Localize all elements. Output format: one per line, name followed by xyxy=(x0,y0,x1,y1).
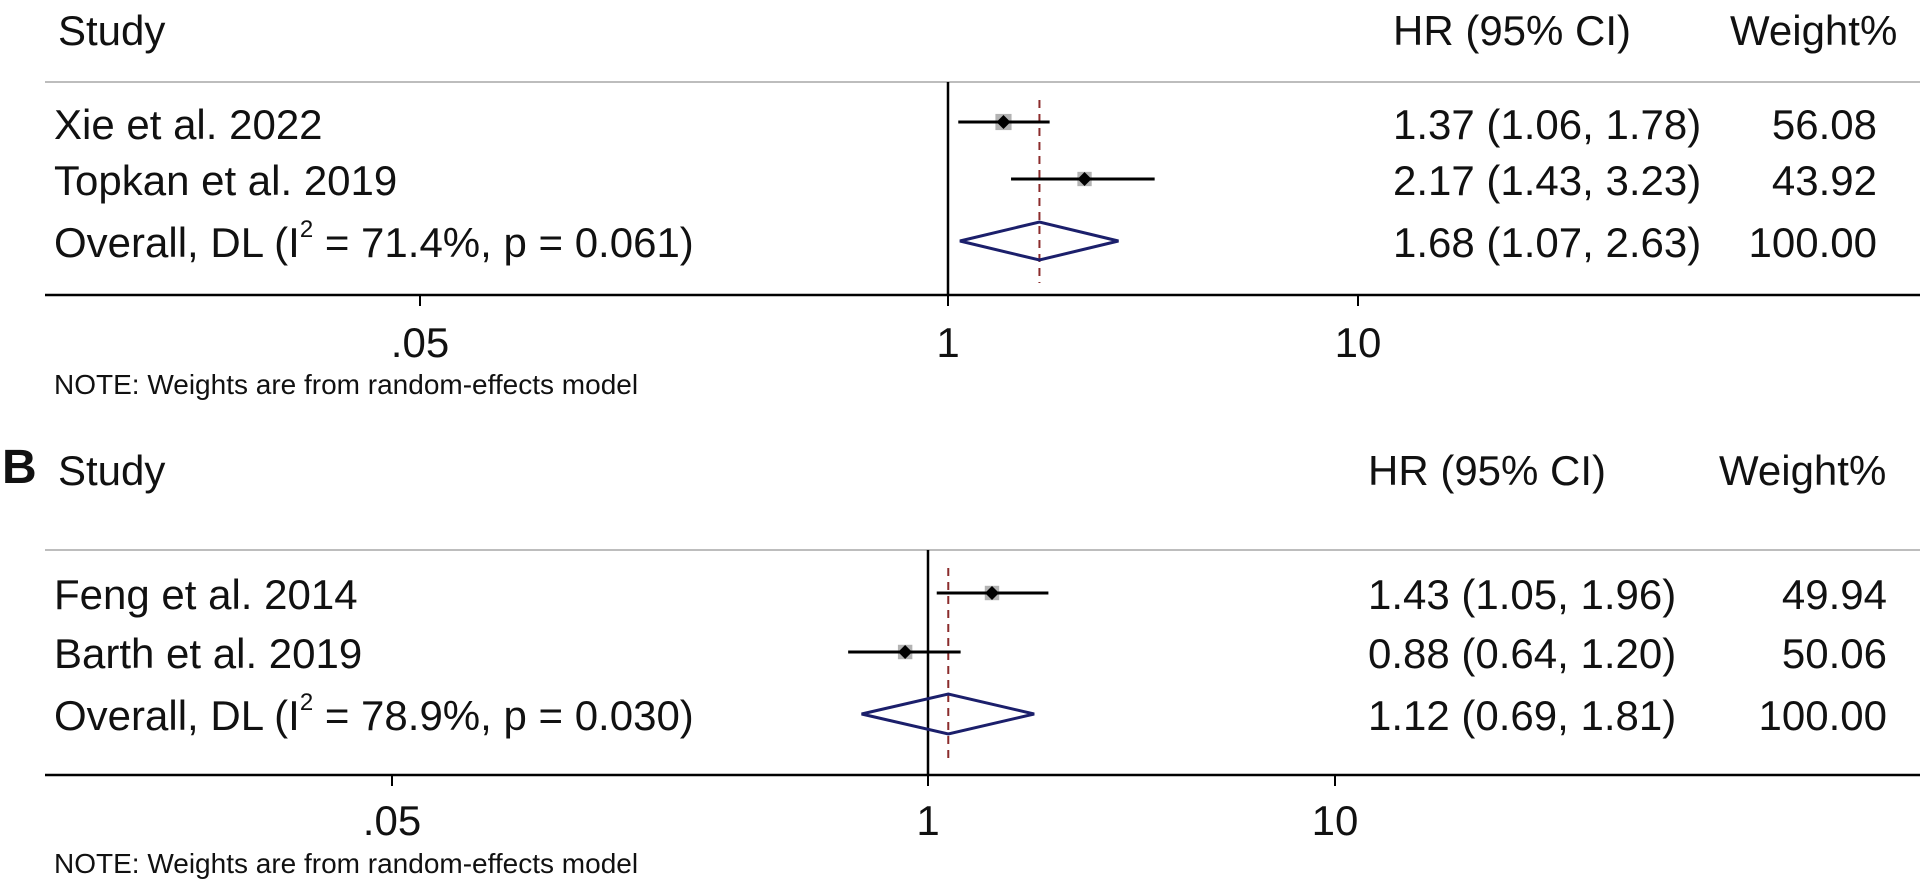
x-tick-label: .05 xyxy=(362,797,422,844)
weight-value: 49.94 xyxy=(1781,571,1887,618)
overall-label-suffix: = 71.4%, p = 0.061) xyxy=(313,219,694,266)
hr-value: 1.43 (1.05, 1.96) xyxy=(1368,571,1677,618)
header-weight: Weight% xyxy=(1719,447,1887,494)
study-name: Topkan et al. 2019 xyxy=(54,157,398,204)
header-hr-ci: HR (95% CI) xyxy=(1368,447,1607,494)
point-estimate xyxy=(1077,172,1092,186)
header-study: Study xyxy=(58,447,166,494)
x-tick-label: .05 xyxy=(390,319,450,366)
hr-value: 0.88 (0.64, 1.20) xyxy=(1368,630,1677,677)
header-weight: Weight% xyxy=(1730,7,1898,54)
point-estimate xyxy=(996,115,1011,129)
weight-value-overall: 100.00 xyxy=(1748,219,1877,266)
x-tick-label: 10 xyxy=(1334,319,1382,366)
study-name: Xie et al. 2022 xyxy=(54,101,323,148)
forest-plot-b xyxy=(45,549,1920,786)
overall-label-suffix: = 78.9%, p = 0.030) xyxy=(313,692,694,739)
x-tick-label: 1 xyxy=(936,319,960,366)
overall-diamond xyxy=(861,692,1035,736)
forest-plot-a xyxy=(45,81,1920,306)
forest-plot-panel-a: Study HR (95% CI) Weight% Xie et al. 202… xyxy=(0,0,1920,440)
point-estimate xyxy=(984,586,999,600)
header-hr-ci: HR (95% CI) xyxy=(1393,7,1632,54)
study-name: Barth et al. 2019 xyxy=(54,630,363,677)
weight-value: 50.06 xyxy=(1781,630,1887,677)
point-estimate xyxy=(898,645,913,659)
i2-superscript: 2 xyxy=(299,689,314,716)
overall-label-prefix: Overall, DL (I xyxy=(54,219,300,266)
overall-label: Overall, DL (I2 = 71.4%, p = 0.061) xyxy=(54,218,694,266)
x-tick-label: 10 xyxy=(1311,797,1359,844)
weight-value-overall: 100.00 xyxy=(1758,692,1887,739)
hr-value: 1.37 (1.06, 1.78) xyxy=(1393,101,1702,148)
hr-value: 2.17 (1.43, 3.23) xyxy=(1393,157,1702,204)
weight-value: 43.92 xyxy=(1771,157,1877,204)
x-tick-label: 1 xyxy=(916,797,940,844)
panel-label: B xyxy=(2,441,37,494)
hr-value-overall: 1.68 (1.07, 2.63) xyxy=(1393,219,1702,266)
weights-note: NOTE: Weights are from random-effects mo… xyxy=(54,369,639,400)
i2-superscript: 2 xyxy=(299,216,314,243)
weight-value: 56.08 xyxy=(1771,101,1877,148)
hr-value-overall: 1.12 (0.69, 1.81) xyxy=(1368,692,1677,739)
weights-note: NOTE: Weights are from random-effects mo… xyxy=(54,848,639,879)
overall-diamond xyxy=(959,220,1119,262)
study-name: Feng et al. 2014 xyxy=(54,571,358,618)
overall-label: Overall, DL (I2 = 78.9%, p = 0.030) xyxy=(54,691,694,739)
forest-plot-panel-b: B Study HR (95% CI) Weight% Feng et al. … xyxy=(0,440,1920,880)
header-study: Study xyxy=(58,7,166,54)
overall-label-prefix: Overall, DL (I xyxy=(54,692,300,739)
